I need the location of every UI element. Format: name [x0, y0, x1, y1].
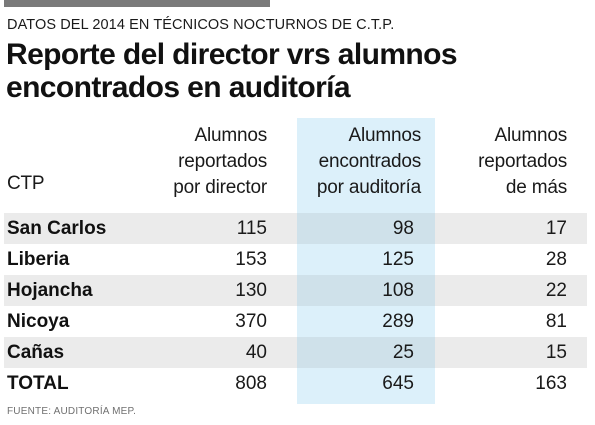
row-stripe	[4, 213, 587, 244]
director-value: 370	[235, 311, 267, 332]
over-value: 163	[535, 373, 567, 394]
audit-value: 125	[382, 249, 414, 270]
header-line: reportados	[178, 151, 267, 172]
over-value: 28	[545, 249, 567, 270]
header-found-by-audit: Alumnos encontrados por auditoría	[297, 123, 421, 201]
header-line: reportados	[478, 151, 567, 172]
top-accent-bar	[4, 0, 270, 7]
header-line: Alumnos	[348, 125, 421, 146]
ctp-name: Nicoya	[7, 311, 70, 332]
title-line-1: Reporte del director vrs alumnos	[6, 38, 458, 71]
director-value: 40	[245, 342, 267, 363]
director-value: 808	[235, 373, 267, 394]
row-stripe-highlight	[297, 275, 435, 306]
audit-value: 645	[382, 373, 414, 394]
over-value: 81	[545, 311, 567, 332]
header-line: encontrados	[318, 151, 422, 172]
row-stripe	[4, 337, 587, 368]
source-note: FUENTE: AUDITORÍA MEP.	[7, 406, 137, 417]
audit-value: 289	[382, 311, 414, 332]
ctp-name: Liberia	[7, 249, 70, 270]
audit-value: 108	[382, 280, 414, 301]
audit-value: 98	[392, 218, 414, 239]
header-over-reported: Alumnos reportados de más	[440, 123, 567, 201]
page-title: Reporte del director vrs alumnos encontr…	[6, 38, 591, 104]
row-stripe	[4, 275, 587, 306]
subtitle: DATOS DEL 2014 EN TÉCNICOS NOCTURNOS DE …	[7, 17, 395, 33]
director-value: 153	[235, 249, 267, 270]
row-stripe-highlight	[297, 337, 435, 368]
director-value: 115	[236, 218, 267, 239]
header-ctp: CTP	[7, 173, 45, 194]
row-stripe-highlight	[297, 213, 435, 244]
audit-value: 25	[392, 342, 414, 363]
ctp-name: San Carlos	[7, 218, 107, 239]
header-line: Alumnos	[194, 125, 267, 146]
over-value: 22	[545, 280, 567, 301]
header-line: por auditoría	[316, 177, 421, 198]
director-value: 130	[235, 280, 267, 301]
header-line: Alumnos	[494, 125, 567, 146]
header-line: por director	[173, 177, 267, 198]
title-line-2: encontrados en auditoría	[6, 71, 351, 104]
over-value: 17	[545, 218, 567, 239]
ctp-name: Hojancha	[7, 280, 93, 301]
ctp-name: TOTAL	[7, 373, 69, 394]
ctp-name: Cañas	[7, 342, 65, 363]
header-reported-by-director: Alumnos reportados por director	[140, 123, 267, 201]
header-line: de más	[505, 177, 567, 198]
over-value: 15	[545, 342, 567, 363]
